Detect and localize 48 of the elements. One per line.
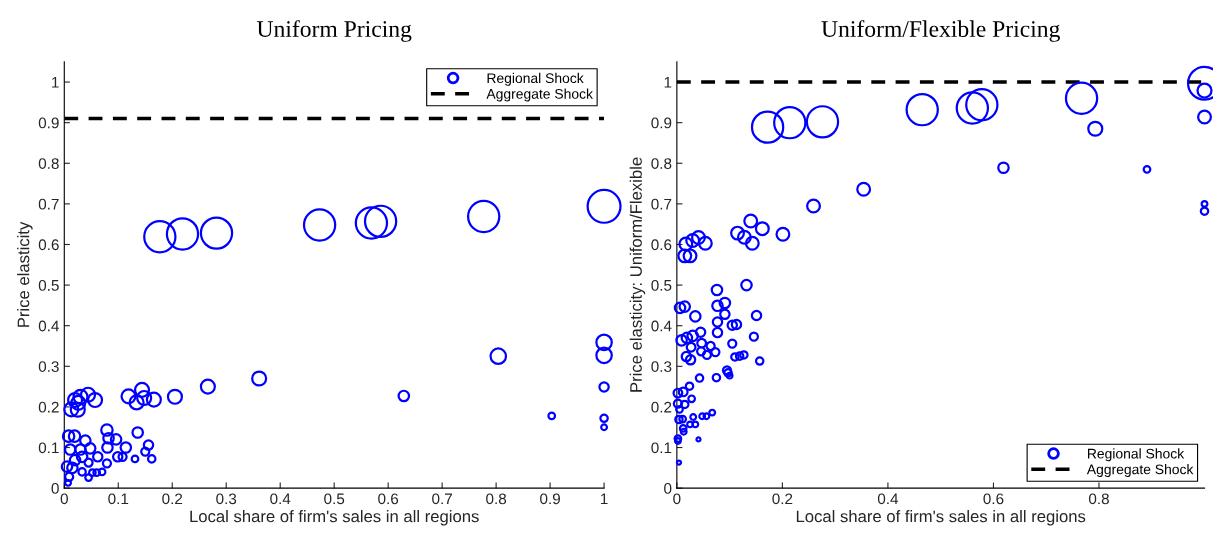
y-tick-label: 0.7 [651,198,672,210]
x-tick-label: 1 [600,493,608,505]
y-tick-label: 0.7 [38,198,59,210]
y-tick-label: 0.2 [651,401,672,413]
x-tick-label: 0.8 [1088,493,1109,505]
x-tick-label: 0.6 [983,493,1004,505]
x-tick-label: 0.7 [432,493,452,505]
y-tick-label: 0.1 [651,442,672,454]
x-tick-label: 0.1 [108,493,129,505]
y-tick-label: 1 [664,77,672,88]
y-tick-label: 0.9 [651,117,672,129]
x-tick-label: 0.4 [270,493,291,505]
legend-label: Regional Shock [1087,448,1185,462]
chart-title: Uniform Pricing [256,20,412,42]
y-tick-label: 1 [52,77,59,88]
y-tick-label: 0.4 [38,320,59,332]
y-tick-label: 0.3 [38,361,59,372]
y-tick-label: 0.3 [651,361,672,372]
x-tick-label: 0.2 [162,493,183,505]
legend-label: Aggregate Shock [1086,464,1194,478]
x-tick-label: 0.8 [486,493,507,505]
chart-title: Uniform/Flexible Pricing [821,20,1060,42]
y-tick-label: 0.8 [651,158,672,169]
y-tick-label: 0 [51,483,59,494]
y-tick-label: 0.5 [651,279,672,291]
y-tick-label: 0.6 [651,239,672,251]
y-tick-label: 0.8 [38,158,59,169]
legend-label: Regional Shock [487,72,584,86]
y-tick-label: 0 [664,483,672,494]
x-axis-title: Local share of firm's sales in all regions [796,510,1086,526]
x-tick-label: 0.5 [324,493,345,505]
x-axis-title: Local share of firm's sales in all regions [190,510,479,526]
legend-label: Aggregate Shock [486,88,593,102]
x-tick-label: 0 [673,493,681,505]
y-axis-title: Price elasticity [17,221,33,327]
x-tick-label: 0.4 [877,493,899,505]
y-axis-title: Price elasticity: Uniform/Flexible [629,157,646,392]
x-tick-label: 0 [60,493,68,505]
y-tick-label: 0.5 [38,279,59,291]
y-tick-label: 0.2 [38,401,59,413]
y-tick-label: 0.6 [38,239,59,251]
x-tick-label: 0.9 [540,493,560,505]
y-tick-label: 0.4 [651,320,672,332]
y-tick-label: 0.9 [38,117,59,129]
y-tick-label: 0.1 [38,442,59,454]
x-tick-label: 0.2 [772,493,793,505]
x-tick-label: 0.3 [216,493,237,505]
x-tick-label: 0.6 [378,493,399,505]
